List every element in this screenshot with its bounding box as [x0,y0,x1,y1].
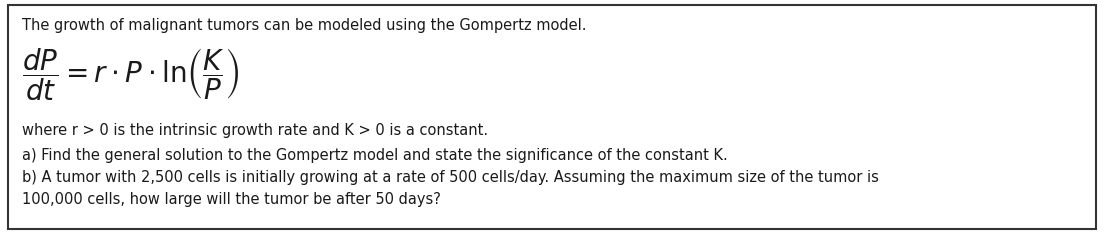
Text: a) Find the general solution to the Gompertz model and state the significance of: a) Find the general solution to the Gomp… [22,148,728,163]
Text: The growth of malignant tumors can be modeled using the Gompertz model.: The growth of malignant tumors can be mo… [22,18,586,33]
Text: 100,000 cells, how large will the tumor be after 50 days?: 100,000 cells, how large will the tumor … [22,192,441,207]
Text: $\dfrac{dP}{dt} = r \cdot P \cdot \ln\!\left(\dfrac{K}{P}\right)$: $\dfrac{dP}{dt} = r \cdot P \cdot \ln\!\… [22,47,239,103]
Text: where r > 0 is the intrinsic growth rate and K > 0 is a constant.: where r > 0 is the intrinsic growth rate… [22,123,488,138]
FancyBboxPatch shape [8,5,1096,229]
Text: b) A tumor with 2,500 cells is initially growing at a rate of 500 cells/day. Ass: b) A tumor with 2,500 cells is initially… [22,170,879,185]
